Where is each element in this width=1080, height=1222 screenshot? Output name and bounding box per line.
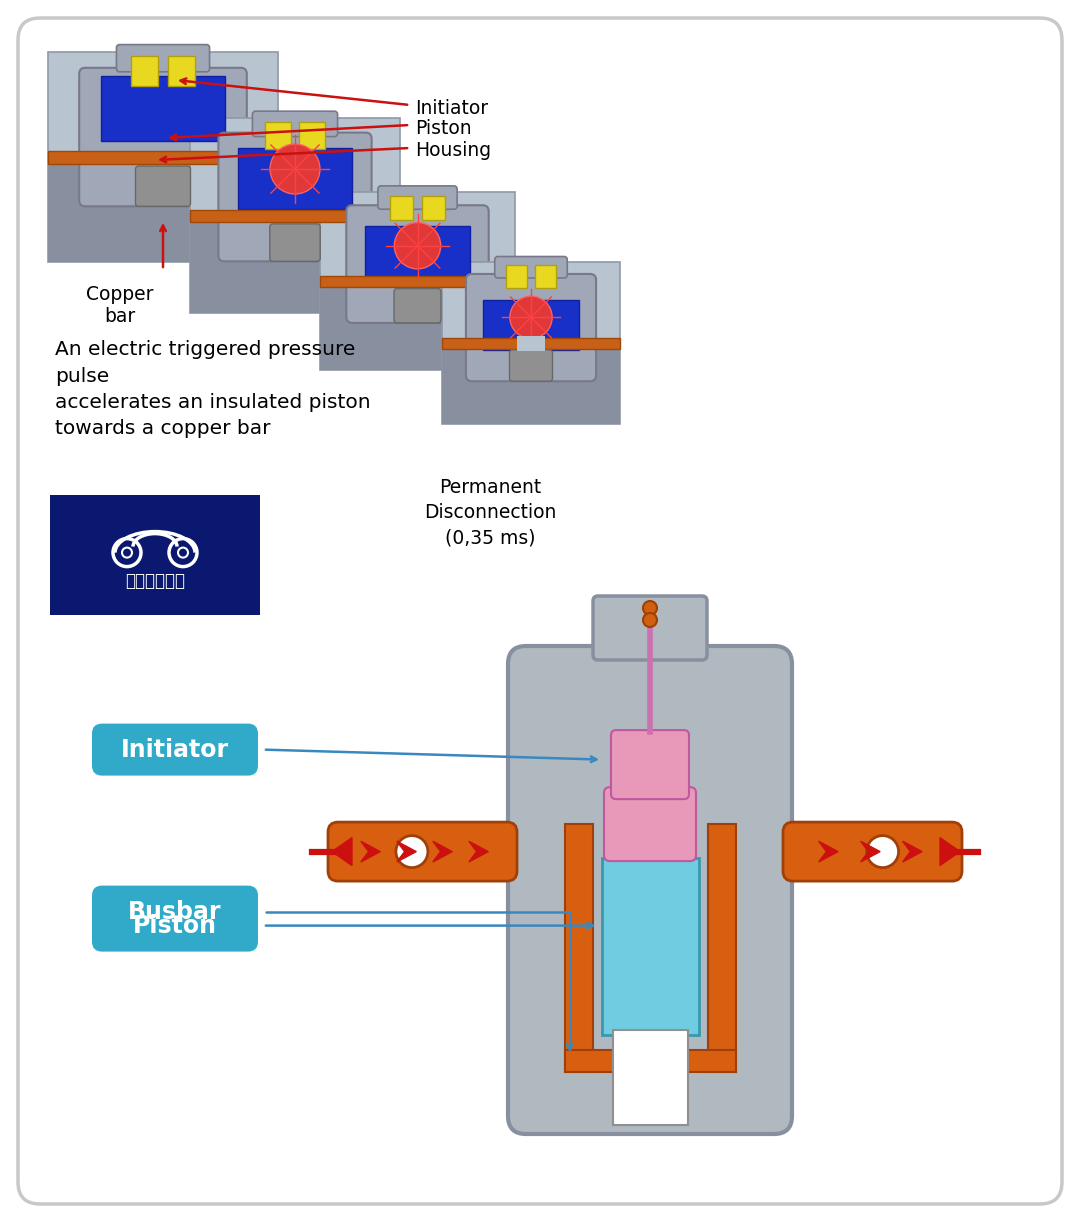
Circle shape bbox=[866, 836, 899, 868]
Text: Initiator: Initiator bbox=[415, 99, 488, 117]
FancyBboxPatch shape bbox=[266, 122, 291, 149]
Polygon shape bbox=[332, 837, 352, 865]
FancyBboxPatch shape bbox=[593, 596, 707, 660]
FancyBboxPatch shape bbox=[299, 122, 325, 149]
Text: An electric triggered pressure
pulse
accelerates an insulated piston
towards a c: An electric triggered pressure pulse acc… bbox=[55, 340, 370, 439]
FancyBboxPatch shape bbox=[92, 899, 258, 952]
FancyBboxPatch shape bbox=[239, 148, 352, 209]
Bar bbox=[190, 215, 400, 313]
Bar bbox=[48, 150, 278, 164]
Text: Housing: Housing bbox=[415, 141, 491, 160]
Bar bbox=[442, 338, 620, 348]
FancyBboxPatch shape bbox=[390, 196, 414, 220]
FancyBboxPatch shape bbox=[495, 257, 567, 277]
Text: Copper
bar: Copper bar bbox=[86, 285, 153, 326]
FancyBboxPatch shape bbox=[505, 265, 527, 288]
FancyBboxPatch shape bbox=[602, 858, 699, 1035]
FancyBboxPatch shape bbox=[79, 67, 247, 207]
FancyBboxPatch shape bbox=[50, 495, 260, 615]
FancyBboxPatch shape bbox=[328, 822, 517, 881]
Circle shape bbox=[643, 613, 657, 627]
FancyBboxPatch shape bbox=[253, 111, 338, 137]
FancyBboxPatch shape bbox=[131, 56, 158, 86]
Text: Piston: Piston bbox=[133, 914, 217, 937]
FancyBboxPatch shape bbox=[135, 166, 190, 207]
Circle shape bbox=[396, 836, 428, 868]
Bar bbox=[707, 824, 735, 1072]
FancyBboxPatch shape bbox=[100, 76, 225, 142]
Bar bbox=[48, 156, 278, 262]
Polygon shape bbox=[361, 841, 380, 862]
Bar bbox=[516, 336, 545, 351]
Text: Permanent
Disconnection
(0,35 ms): Permanent Disconnection (0,35 ms) bbox=[423, 478, 556, 547]
FancyBboxPatch shape bbox=[365, 226, 470, 282]
Polygon shape bbox=[469, 841, 488, 862]
FancyBboxPatch shape bbox=[611, 730, 689, 799]
Text: 汽车电子设计: 汽车电子设计 bbox=[125, 572, 185, 590]
FancyBboxPatch shape bbox=[483, 299, 579, 351]
FancyBboxPatch shape bbox=[190, 119, 400, 313]
Bar bbox=[320, 281, 515, 370]
FancyBboxPatch shape bbox=[510, 349, 553, 381]
FancyBboxPatch shape bbox=[218, 133, 372, 262]
Polygon shape bbox=[903, 841, 922, 862]
FancyBboxPatch shape bbox=[421, 196, 445, 220]
Text: Piston: Piston bbox=[415, 120, 472, 138]
Circle shape bbox=[510, 296, 552, 338]
Bar bbox=[565, 1050, 735, 1072]
Polygon shape bbox=[940, 837, 960, 865]
Bar bbox=[320, 276, 515, 287]
FancyBboxPatch shape bbox=[92, 723, 258, 776]
FancyBboxPatch shape bbox=[535, 265, 556, 288]
FancyBboxPatch shape bbox=[320, 192, 515, 370]
Text: Busbar: Busbar bbox=[129, 899, 221, 924]
FancyBboxPatch shape bbox=[167, 56, 195, 86]
Circle shape bbox=[270, 144, 320, 194]
Bar bbox=[190, 210, 400, 222]
FancyBboxPatch shape bbox=[347, 205, 489, 323]
Bar bbox=[442, 343, 620, 424]
FancyBboxPatch shape bbox=[465, 274, 596, 381]
FancyBboxPatch shape bbox=[783, 822, 962, 881]
Polygon shape bbox=[433, 841, 453, 862]
FancyBboxPatch shape bbox=[378, 186, 457, 209]
FancyBboxPatch shape bbox=[18, 18, 1062, 1204]
FancyBboxPatch shape bbox=[92, 886, 258, 937]
Circle shape bbox=[394, 222, 441, 269]
Polygon shape bbox=[861, 841, 880, 862]
FancyBboxPatch shape bbox=[48, 53, 278, 262]
Text: Initiator: Initiator bbox=[121, 738, 229, 761]
Bar bbox=[612, 1030, 688, 1125]
Bar bbox=[565, 824, 593, 1072]
Polygon shape bbox=[396, 841, 416, 862]
FancyBboxPatch shape bbox=[508, 646, 792, 1134]
Circle shape bbox=[643, 601, 657, 615]
FancyBboxPatch shape bbox=[394, 288, 441, 323]
Polygon shape bbox=[819, 841, 838, 862]
FancyBboxPatch shape bbox=[604, 787, 696, 862]
FancyBboxPatch shape bbox=[270, 224, 320, 262]
FancyBboxPatch shape bbox=[442, 262, 620, 424]
FancyBboxPatch shape bbox=[117, 44, 210, 72]
